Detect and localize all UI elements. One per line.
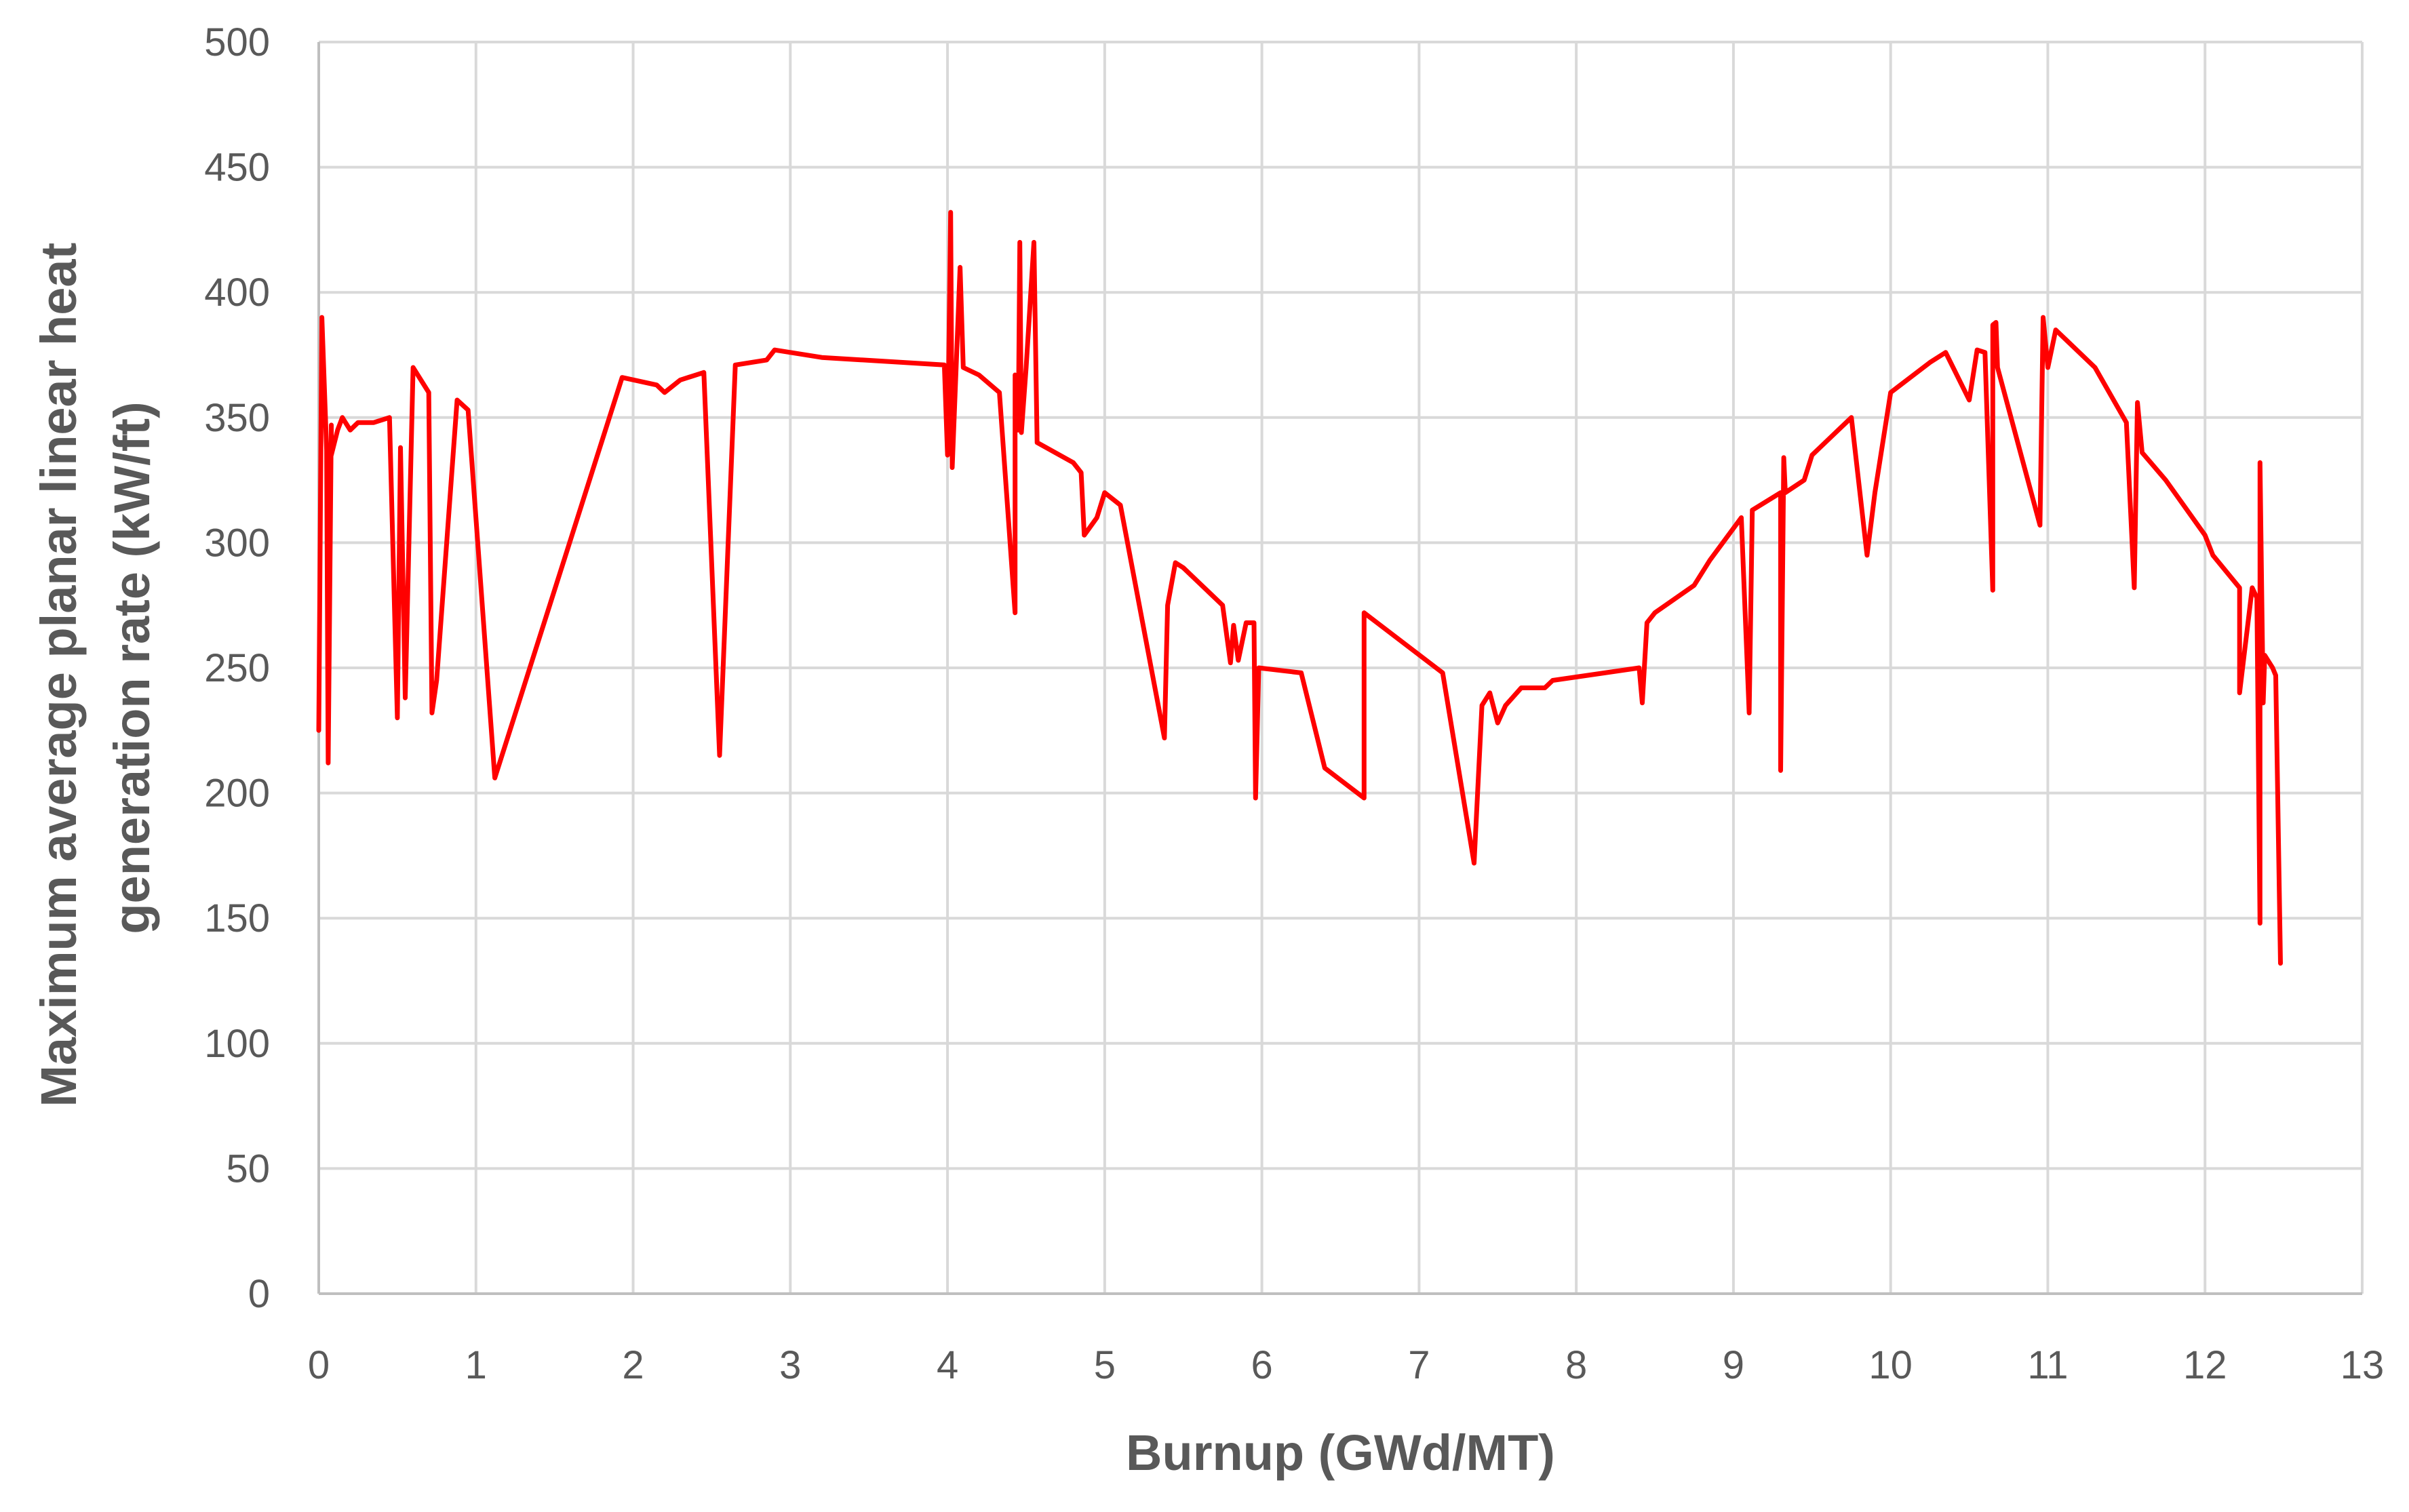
x-tick-label: 5 [1094,1343,1116,1387]
y-tick-label: 450 [204,146,270,190]
x-tick-label: 10 [1868,1343,1913,1387]
x-tick-label: 1 [465,1343,487,1387]
y-tick-label: 100 [204,1022,270,1066]
gridlines [319,41,2364,1294]
y-tick-label: 150 [204,896,270,940]
x-tick-label: 11 [2027,1343,2068,1387]
x-tick-label: 12 [2183,1343,2227,1387]
x-tick-label: 2 [622,1343,644,1387]
series-line [316,210,2283,966]
y-tick-label: 50 [226,1147,270,1191]
y-tick-label: 500 [204,20,270,64]
y-tick-label: 400 [204,271,270,315]
y-axis-title: Maximum average planar linear heat gener… [31,228,160,1107]
y-tick-label: 250 [204,646,270,690]
x-tick-label: 4 [937,1343,958,1387]
x-tick-label: 7 [1408,1343,1430,1387]
x-axis-title: Burnup (GWd/MT) [1126,1425,1555,1481]
x-tick-label: 0 [308,1343,330,1387]
y-axis-title-line-1: Maximum average planar linear heat [31,243,87,1107]
x-tick-label: 8 [1565,1343,1587,1387]
x-tick-label: 3 [779,1343,801,1387]
y-tick-label: 200 [204,772,270,816]
x-tick-label: 9 [1723,1343,1744,1387]
x-tick-label: 6 [1251,1343,1272,1387]
series-group [316,210,2283,966]
y-tick-label: 0 [248,1272,270,1316]
x-tick-label: 13 [2341,1343,2385,1387]
y-tick-label: 350 [204,396,270,440]
y-axis-title-line-2: generation rate (kW/ft) [104,401,160,934]
y-tick-label: 300 [204,521,270,565]
